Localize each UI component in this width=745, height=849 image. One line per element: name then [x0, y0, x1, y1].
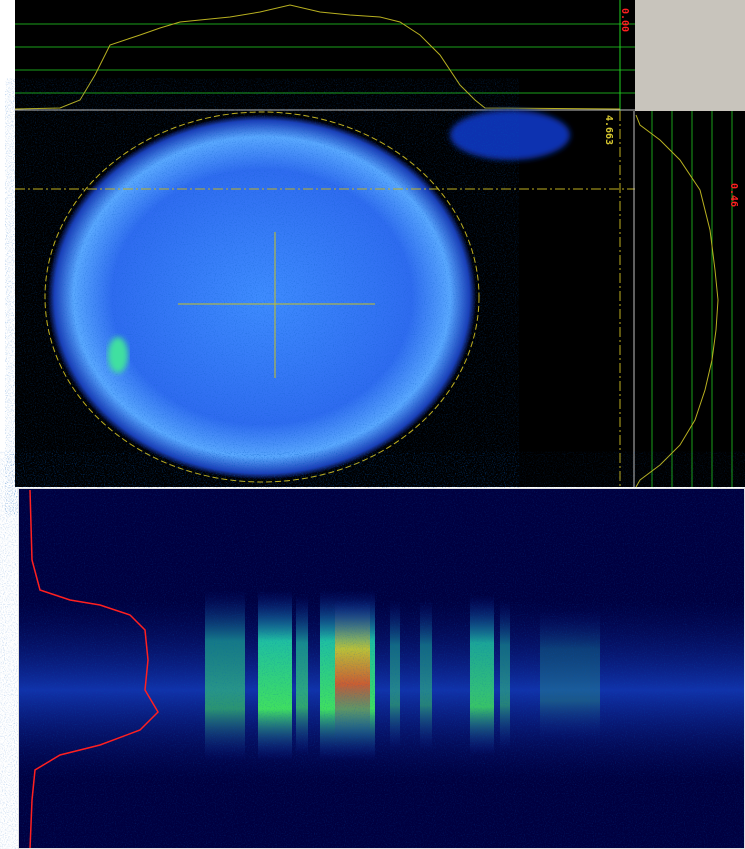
hot-spot: [108, 337, 128, 373]
beam-noise: [48, 115, 476, 479]
top-readout: 0.00: [619, 8, 630, 32]
corner-box: [635, 0, 745, 111]
profiler-view: 0.00 4.663 0.46: [0, 0, 745, 849]
side-readout: 0.46: [728, 183, 739, 207]
crosshair-readout: 4.663: [603, 115, 614, 145]
spectrum-noise: [18, 488, 745, 849]
top-profile-panel: [15, 0, 635, 111]
reflection: [450, 110, 570, 160]
